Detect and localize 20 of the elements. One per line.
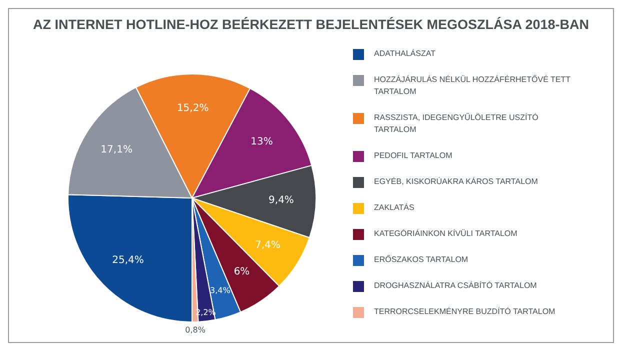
legend-label: HOZZÁJÁRULÁS NÉLKÜL HOZZÁFÉRHETŐVÉ TETT TARTALOM: [374, 74, 572, 98]
data-label: 25,4%: [112, 254, 144, 266]
data-label: 15,2%: [176, 103, 209, 114]
legend-label: PEDOFIL TARTALOM: [374, 150, 454, 162]
chart-title: AZ INTERNET HOTLINE-HOZ BEÉRKEZETT BEJELENTÉSEK MEGOSZLÁSA 2018-BAN: [32, 17, 590, 32]
data-label: 3,4%: [210, 286, 231, 296]
data-label: 13%: [250, 136, 273, 148]
data-label: 9,4%: [268, 195, 294, 206]
legend-label: DROGHASZNÁLATRA CSÁBÍTÓ TARTALOM: [374, 280, 538, 292]
legend-label: EGYÉB, KISKORÚAKRA KÁROS TARTALOM: [374, 176, 539, 188]
legend-label: ADATHALÁSZAT: [374, 48, 436, 60]
legend-label: ERŐSZAKOS TARTALOM: [374, 254, 470, 266]
data-label: 6%: [234, 266, 250, 278]
legend-label: ZAKLATÁS: [374, 202, 416, 214]
legend-label: TERRORCSELEKMÉNYRE BUZDÍTÓ TARTALOM: [374, 306, 556, 318]
data-label: 17,1%: [100, 144, 132, 156]
data-label: 7,4%: [255, 240, 280, 251]
legend-label: KATEGÓRIÁINKON KÍVÜLI TARTALOM: [374, 228, 518, 240]
data-label: 0,8%: [185, 325, 206, 334]
legend-label: RASSZISTA, IDEGENGYŰLÖLETRE USZÍTÓ TARTALOM: [374, 112, 540, 136]
